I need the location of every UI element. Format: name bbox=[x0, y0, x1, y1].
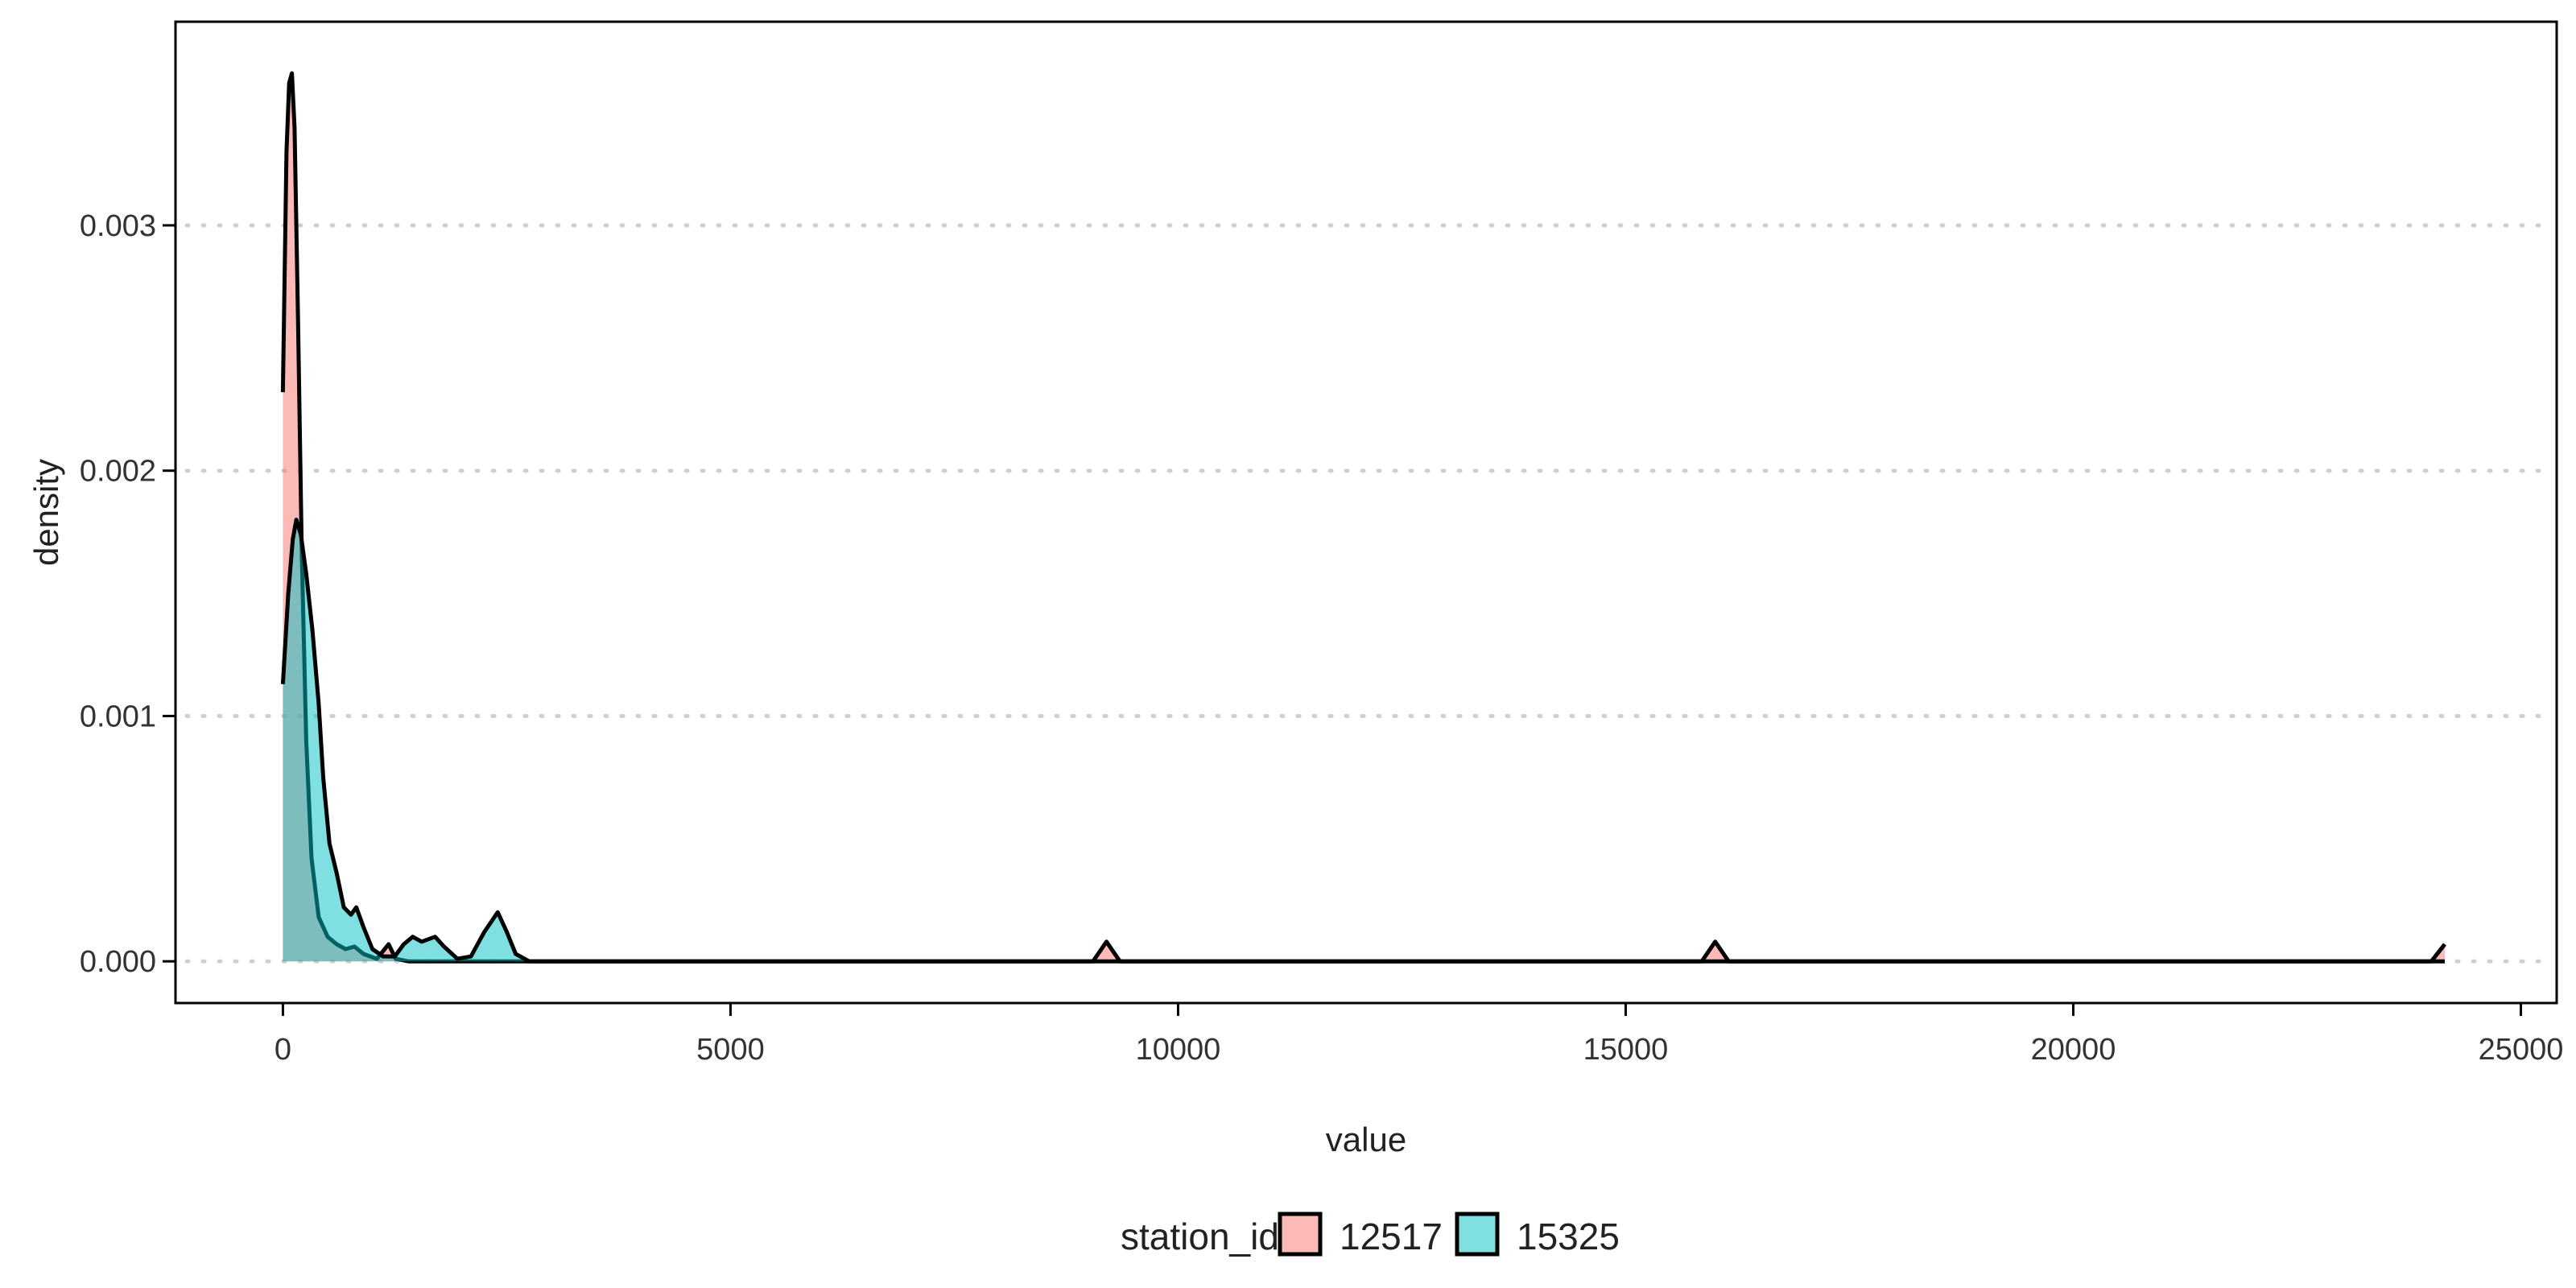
series-layer bbox=[280, 71, 2446, 964]
x-axis: 0 5000 10000 15000 20000 25000 bbox=[275, 1003, 2563, 1067]
legend-key-12517 bbox=[1278, 1212, 1323, 1257]
x-tick-label-0: 0 bbox=[275, 1033, 291, 1067]
y-tick-label-0: 0.000 bbox=[80, 945, 156, 979]
legend-label-12517: 12517 bbox=[1340, 1216, 1443, 1257]
x-tick-label-3: 15000 bbox=[1583, 1033, 1669, 1067]
legend: station_id 12517 15325 bbox=[1121, 1212, 1620, 1257]
y-tick-label-3: 0.003 bbox=[80, 209, 156, 243]
x-tick-label-5: 25000 bbox=[2479, 1033, 2564, 1067]
legend-label-15325: 15325 bbox=[1517, 1216, 1620, 1257]
x-tick-label-2: 10000 bbox=[1136, 1033, 1221, 1067]
x-axis-title: value bbox=[1326, 1121, 1406, 1158]
x-tick-label-1: 5000 bbox=[696, 1033, 765, 1067]
legend-key-15325 bbox=[1455, 1212, 1500, 1257]
x-tick-label-4: 20000 bbox=[2031, 1033, 2116, 1067]
plot-border bbox=[174, 20, 2558, 1005]
y-tick-label-2: 0.002 bbox=[80, 455, 156, 489]
y-axis: 0.000 0.001 0.002 0.003 bbox=[80, 209, 175, 979]
y-tick-label-1: 0.001 bbox=[80, 700, 156, 733]
legend-title: station_id bbox=[1121, 1216, 1279, 1257]
y-axis-title: density bbox=[27, 459, 65, 566]
series-line-15325 bbox=[280, 518, 2445, 964]
